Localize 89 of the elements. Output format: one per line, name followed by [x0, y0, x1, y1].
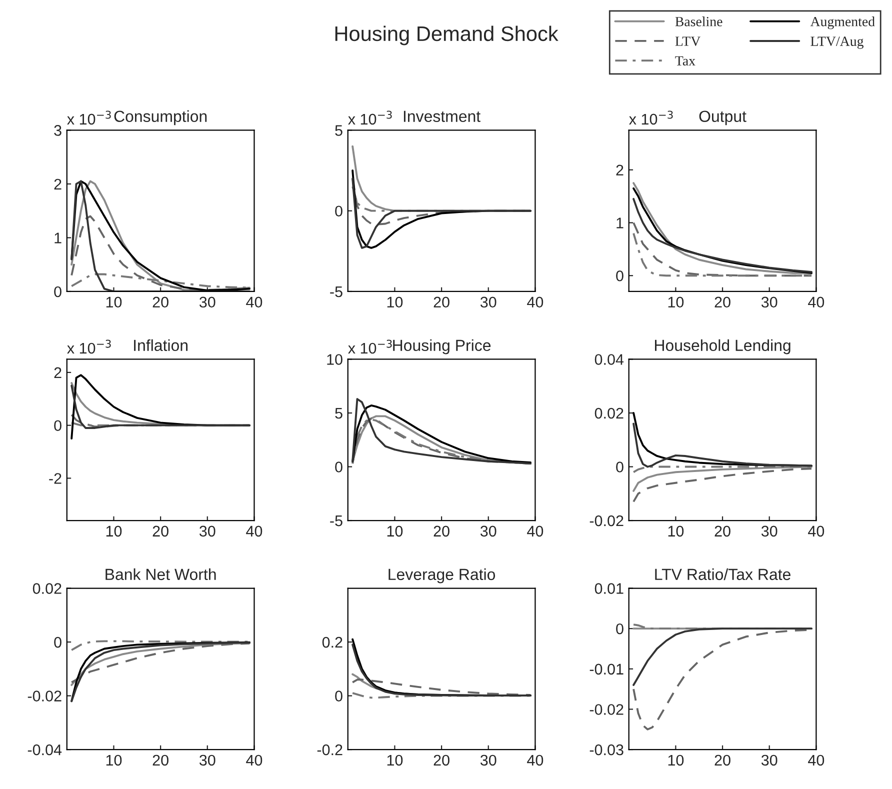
x-tick-label: 40 [246, 296, 262, 308]
x-tick-label: 10 [387, 754, 403, 766]
y-tick-label: -5 [330, 286, 342, 298]
x-tick-label: 30 [761, 754, 778, 766]
x-tick-label: 10 [387, 296, 403, 308]
legend-label: Augmented [810, 16, 875, 30]
y-tick-label: 0.2 [322, 636, 342, 648]
y-axis-title: x 10$^{−3}$ [67, 110, 111, 125]
x-tick-label: 20 [434, 754, 450, 766]
x-tick-label: 30 [199, 296, 216, 308]
y-tick-label: 2 [54, 367, 62, 378]
y-tick-label: -2 [49, 473, 62, 484]
y-tick-label: -0.02 [590, 704, 624, 715]
y-tick-label: 0.01 [594, 583, 624, 594]
y-axis-title: x 10$^{−3}$ [629, 110, 673, 125]
x-tick-label: 30 [199, 526, 216, 537]
x-tick-label: 10 [668, 754, 684, 766]
y-tick-label: 2 [54, 178, 62, 190]
legend-label: Baseline [675, 16, 722, 26]
legend-label: Tax [675, 56, 696, 66]
x-tick-label: 10 [106, 754, 122, 766]
y-axis-title: x 10$^{−3}$ [67, 340, 111, 354]
legend-label: LTV [675, 36, 700, 46]
x-tick-label: 40 [527, 526, 544, 537]
chart-title: Output [699, 110, 746, 126]
y-tick-label: -0.03 [590, 744, 624, 756]
y-tick-label: -0.2 [317, 744, 342, 756]
x-tick-label: 10 [668, 296, 684, 308]
x-tick-label: 40 [527, 754, 544, 766]
y-tick-label: 1 [616, 218, 624, 228]
legend-label: LTV/Aug [810, 36, 864, 49]
y-tick-label: 0.04 [594, 354, 624, 365]
x-tick-label: 40 [527, 296, 544, 308]
y-tick-label: 0 [335, 206, 342, 217]
y-tick-label: 0 [54, 420, 62, 432]
y-tick-label: 0.02 [32, 583, 62, 594]
x-tick-label: 20 [434, 296, 450, 308]
chart-title: Housing Price [393, 339, 491, 354]
chart-title: Investment [404, 110, 480, 122]
y-tick-label: 0 [335, 690, 342, 702]
y-tick-label: -0.02 [590, 515, 624, 526]
x-tick-label: 20 [152, 526, 168, 537]
y-tick-label: 1 [54, 232, 62, 244]
x-tick-label: 20 [152, 296, 168, 308]
chart-title: Consumption [114, 110, 207, 126]
x-tick-label: 10 [387, 526, 403, 537]
x-tick-label: 10 [106, 296, 122, 308]
y-tick-label: -0.01 [590, 664, 624, 675]
y-tick-label: 0 [616, 462, 624, 472]
y-tick-label: 0 [54, 636, 62, 648]
y-tick-label: -5 [330, 516, 342, 526]
x-tick-label: 20 [714, 296, 730, 308]
y-axis-title: x 10$^{−3}$ [348, 110, 392, 125]
text: Housing Demand Shock [335, 26, 558, 46]
chart-title: Household Lending [655, 339, 790, 354]
y-tick-label: -0.02 [28, 690, 62, 702]
y-tick-label: 0 [616, 623, 624, 634]
chart-title: Inflation [134, 339, 188, 352]
x-tick-label: 40 [808, 296, 824, 308]
y-tick-label: 0 [335, 462, 342, 472]
x-tick-label: 40 [246, 754, 262, 766]
x-tick-label: 20 [714, 754, 730, 766]
x-tick-label: 30 [480, 526, 496, 537]
y-tick-label: 0 [54, 286, 62, 298]
y-tick-label: 0 [616, 270, 624, 282]
x-tick-label: 30 [480, 296, 496, 308]
x-tick-label: 20 [434, 526, 450, 537]
y-tick-label: -0.04 [28, 744, 62, 756]
x-tick-label: 40 [808, 754, 824, 766]
x-tick-label: 20 [714, 526, 730, 537]
chart-title: Bank Net Worth [106, 568, 216, 580]
x-tick-label: 10 [668, 526, 684, 537]
x-tick-label: 40 [808, 526, 824, 537]
x-tick-label: 30 [480, 754, 496, 766]
y-tick-label: 10 [327, 354, 342, 365]
x-tick-label: 10 [106, 526, 122, 537]
y-tick-label: 2 [616, 164, 624, 176]
y-tick-label: 5 [335, 125, 342, 136]
x-tick-label: 30 [761, 526, 778, 537]
x-tick-label: 30 [199, 754, 216, 766]
x-tick-label: 30 [761, 296, 778, 308]
y-axis-title: x 10$^{−3}$ [348, 340, 392, 354]
x-tick-label: 20 [152, 754, 168, 766]
chart-title: LTV Ratio/Tax Rate [655, 568, 790, 580]
chart-title: Leverage Ratio [388, 568, 496, 584]
x-tick-label: 40 [246, 526, 262, 537]
y-tick-label: 0.02 [594, 408, 624, 419]
y-tick-label: 5 [335, 408, 342, 419]
y-tick-label: 3 [54, 125, 62, 136]
